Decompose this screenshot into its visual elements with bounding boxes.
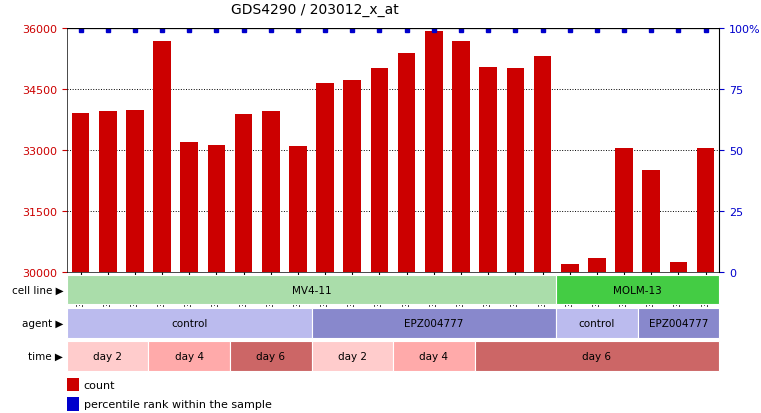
Bar — [67, 275, 556, 305]
Bar — [208, 145, 225, 273]
Bar — [311, 309, 556, 338]
Bar — [507, 69, 524, 273]
Bar — [642, 171, 660, 273]
Text: cell line ▶: cell line ▶ — [11, 285, 63, 295]
Bar — [180, 142, 198, 273]
Text: day 2: day 2 — [338, 351, 367, 361]
Text: control: control — [171, 318, 208, 328]
Bar — [697, 149, 715, 273]
Bar — [153, 42, 171, 273]
Bar — [393, 342, 475, 371]
Text: count: count — [84, 380, 115, 390]
Bar — [588, 259, 606, 273]
Bar — [425, 32, 443, 273]
Bar — [311, 342, 393, 371]
Text: GDS4290 / 203012_x_at: GDS4290 / 203012_x_at — [231, 2, 399, 17]
Bar — [533, 57, 552, 273]
Bar — [638, 309, 719, 338]
Bar — [670, 262, 687, 273]
Bar — [615, 149, 633, 273]
Text: day 4: day 4 — [419, 351, 448, 361]
Text: MV4-11: MV4-11 — [291, 285, 331, 295]
Bar — [452, 42, 470, 273]
Bar — [475, 342, 719, 371]
Bar — [556, 309, 638, 338]
Text: control: control — [578, 318, 615, 328]
Text: day 2: day 2 — [94, 351, 123, 361]
Bar — [99, 112, 116, 273]
Text: day 6: day 6 — [256, 351, 285, 361]
Text: EPZ004777: EPZ004777 — [648, 318, 708, 328]
Bar — [148, 342, 230, 371]
Bar — [67, 342, 148, 371]
Text: day 4: day 4 — [175, 351, 204, 361]
Text: agent ▶: agent ▶ — [22, 318, 63, 328]
Bar — [67, 397, 79, 411]
Bar — [234, 115, 253, 273]
Text: EPZ004777: EPZ004777 — [404, 318, 463, 328]
Bar — [371, 69, 388, 273]
Bar — [230, 342, 311, 371]
Bar — [561, 264, 578, 273]
Bar — [556, 275, 719, 305]
Bar — [289, 147, 307, 273]
Bar — [67, 377, 79, 392]
Bar — [67, 309, 311, 338]
Text: time ▶: time ▶ — [28, 351, 63, 361]
Bar — [317, 84, 334, 273]
Bar — [479, 67, 497, 273]
Text: MOLM-13: MOLM-13 — [613, 285, 662, 295]
Bar — [126, 111, 144, 273]
Bar — [398, 54, 416, 273]
Bar — [72, 114, 89, 273]
Text: percentile rank within the sample: percentile rank within the sample — [84, 399, 272, 409]
Bar — [343, 81, 361, 273]
Text: day 6: day 6 — [582, 351, 611, 361]
Bar — [262, 112, 279, 273]
